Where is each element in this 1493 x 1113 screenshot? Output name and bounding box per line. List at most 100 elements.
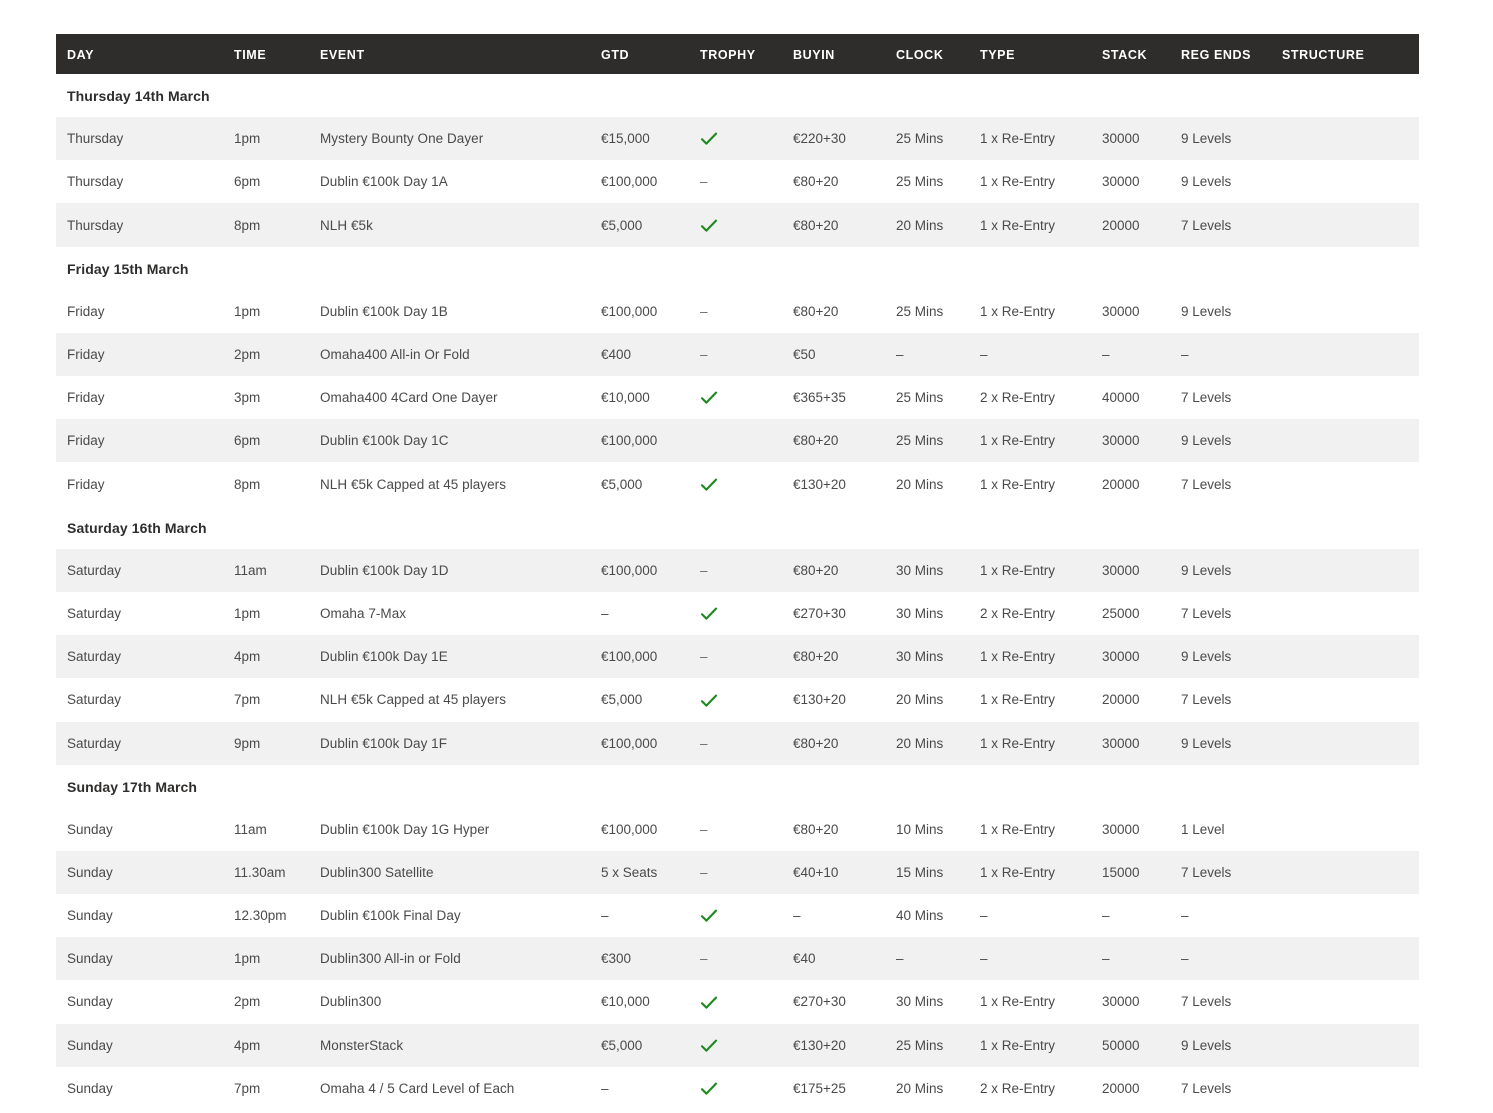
column-header-stack[interactable]: STACK — [1102, 34, 1181, 74]
table-row[interactable]: Saturday 7pm NLH €5k Capped at 45 players €… — [56, 678, 1419, 722]
cell-trophy-value — [700, 117, 793, 161]
table-row[interactable]: Friday 8pm NLH €5k Capped at 45 players €5,… — [56, 462, 1419, 506]
cell-time-value: 8pm — [234, 462, 320, 506]
column-header-trophy[interactable]: TROPHY — [700, 34, 793, 74]
cell-reg-ends-value: 7 Levels — [1181, 850, 1282, 894]
table-row[interactable]: Sunday 12.30pm Dublin €100k Final Day – –40 … — [56, 893, 1419, 938]
column-header-event[interactable]: EVENT — [320, 34, 601, 74]
cell-time-value: 8pm — [234, 203, 320, 247]
cell-buyin-value: €175+25 — [793, 1066, 896, 1111]
table-body: Thursday 14th March Thursday 1pm Mystery Bo… — [56, 74, 1419, 1111]
cell-stack-value: 20000 — [1102, 678, 1181, 722]
cell-event-name: NLH €5k — [320, 203, 601, 247]
cell-day-value: Saturday — [56, 591, 234, 636]
cell-reg-ends-value: 9 Levels — [1181, 419, 1282, 463]
cell-stack-value: 20000 — [1102, 462, 1181, 506]
cell-time-value: 2pm — [234, 332, 320, 376]
trophy-check-icon — [700, 219, 718, 233]
cell-trophy-value — [700, 375, 793, 420]
column-header-day[interactable]: DAY — [56, 34, 234, 74]
cell-day-value: Friday — [56, 332, 234, 376]
cell-stack-value: 50000 — [1102, 1023, 1181, 1067]
table-row[interactable]: Thursday 6pm Dublin €100k Day 1A €100,000– €… — [56, 160, 1419, 204]
table-row[interactable]: Friday 3pm Omaha400 4Card One Dayer €10,000… — [56, 375, 1419, 420]
table-row[interactable]: Friday 6pm Dublin €100k Day 1C €100,000 €80+… — [56, 419, 1419, 463]
table-row[interactable]: Saturday 9pm Dublin €100k Day 1F €100,000– €… — [56, 721, 1419, 765]
column-header-type[interactable]: TYPE — [980, 34, 1102, 74]
empty-dash: – — [700, 951, 708, 967]
empty-dash: – — [700, 562, 708, 578]
day-group-title: Friday 15th March — [56, 246, 1419, 290]
cell-structure-value — [1282, 203, 1419, 247]
column-header-gtd[interactable]: GTD — [601, 34, 700, 74]
cell-event-name: Dublin €100k Day 1D — [320, 548, 601, 592]
cell-gtd-value: €100,000 — [601, 807, 700, 851]
cell-buyin-value: €80+20 — [793, 419, 896, 463]
cell-structure-value — [1282, 591, 1419, 636]
cell-type-value: 2 x Re-Entry — [980, 1066, 1102, 1111]
cell-buyin-value: €80+20 — [793, 721, 896, 765]
table-row[interactable]: Saturday 4pm Dublin €100k Day 1E €100,000– €… — [56, 635, 1419, 679]
cell-day-value: Sunday — [56, 850, 234, 894]
cell-type-value: 1 x Re-Entry — [980, 462, 1102, 506]
cell-clock-value: 20 Mins — [896, 721, 980, 765]
cell-trophy-value — [700, 203, 793, 247]
cell-trophy-value: – — [700, 721, 793, 765]
cell-trophy-value: – — [700, 548, 793, 592]
cell-day-value: Saturday — [56, 548, 234, 592]
table-row[interactable]: Sunday 2pm Dublin300 €10,000 €270+30 30 Mins 1… — [56, 980, 1419, 1024]
cell-buyin-value: €40+10 — [793, 850, 896, 894]
table-row[interactable]: Thursday 1pm Mystery Bounty One Dayer €15,0… — [56, 117, 1419, 161]
cell-type-value: 1 x Re-Entry — [980, 850, 1102, 894]
day-group-header-row: Friday 15th March — [56, 246, 1419, 290]
table-row[interactable]: Thursday 8pm NLH €5k €5,000 €80+20 20 Mins 1 x… — [56, 203, 1419, 247]
column-header-reg-ends[interactable]: REG ENDS — [1181, 34, 1282, 74]
trophy-check-icon — [700, 1039, 718, 1053]
cell-clock-value: 25 Mins — [896, 375, 980, 420]
table-row[interactable]: Sunday 11am Dublin €100k Day 1G Hyper €100,… — [56, 807, 1419, 851]
cell-day-value: Sunday — [56, 980, 234, 1024]
cell-reg-ends-value: 7 Levels — [1181, 1066, 1282, 1111]
day-group-header-row: Saturday 16th March — [56, 505, 1419, 549]
cell-structure-value — [1282, 678, 1419, 722]
cell-reg-ends-value: – — [1181, 893, 1282, 938]
cell-event-name: NLH €5k Capped at 45 players — [320, 462, 601, 506]
cell-stack-value: – — [1102, 332, 1181, 376]
cell-gtd-value: €5,000 — [601, 203, 700, 247]
cell-event-name: MonsterStack — [320, 1023, 601, 1067]
cell-structure-value — [1282, 462, 1419, 506]
table-row[interactable]: Friday 2pm Omaha400 All-in Or Fold €400– €50… — [56, 332, 1419, 376]
cell-type-value: 1 x Re-Entry — [980, 548, 1102, 592]
cell-structure-value — [1282, 721, 1419, 765]
cell-structure-value — [1282, 635, 1419, 679]
table-row[interactable]: Sunday 4pm MonsterStack €5,000 €130+20 25 Min… — [56, 1023, 1419, 1067]
table-row[interactable]: Saturday 1pm Omaha 7-Max – €270+30 30 Mins 2 x… — [56, 591, 1419, 636]
cell-gtd-value: €100,000 — [601, 548, 700, 592]
cell-type-value: 1 x Re-Entry — [980, 980, 1102, 1024]
table-header: DAY TIME EVENT GTD TROPHY BUYIN CLOCK TY… — [56, 34, 1419, 74]
cell-type-value: 1 x Re-Entry — [980, 721, 1102, 765]
table-row[interactable]: Friday 1pm Dublin €100k Day 1B €100,000– €80… — [56, 289, 1419, 333]
cell-buyin-value: €80+20 — [793, 635, 896, 679]
cell-clock-value: 25 Mins — [896, 1023, 980, 1067]
column-header-buyin[interactable]: BUYIN — [793, 34, 896, 74]
cell-stack-value: 30000 — [1102, 980, 1181, 1024]
cell-stack-value: 20000 — [1102, 1066, 1181, 1111]
trophy-check-icon — [700, 694, 718, 708]
table-row[interactable]: Sunday 1pm Dublin300 All-in or Fold €300– €4… — [56, 937, 1419, 981]
table-row[interactable]: Sunday 11.30am Dublin300 Satellite 5 x Seat… — [56, 850, 1419, 894]
column-header-structure[interactable]: STRUCTURE — [1282, 34, 1419, 74]
table-row[interactable]: Saturday 11am Dublin €100k Day 1D €100,000–… — [56, 548, 1419, 592]
table-row[interactable]: Sunday 7pm Omaha 4 / 5 Card Level of Each –… — [56, 1066, 1419, 1111]
trophy-check-icon — [700, 1082, 718, 1096]
cell-gtd-value: €10,000 — [601, 980, 700, 1024]
cell-structure-value — [1282, 548, 1419, 592]
column-header-clock[interactable]: CLOCK — [896, 34, 980, 74]
cell-buyin-value: €270+30 — [793, 591, 896, 636]
cell-day-value: Sunday — [56, 1023, 234, 1067]
cell-gtd-value: €5,000 — [601, 678, 700, 722]
column-header-time[interactable]: TIME — [234, 34, 320, 74]
cell-reg-ends-value: 7 Levels — [1181, 462, 1282, 506]
cell-clock-value: 30 Mins — [896, 980, 980, 1024]
